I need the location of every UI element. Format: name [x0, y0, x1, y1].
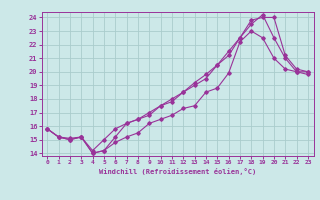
X-axis label: Windchill (Refroidissement éolien,°C): Windchill (Refroidissement éolien,°C)	[99, 168, 256, 175]
